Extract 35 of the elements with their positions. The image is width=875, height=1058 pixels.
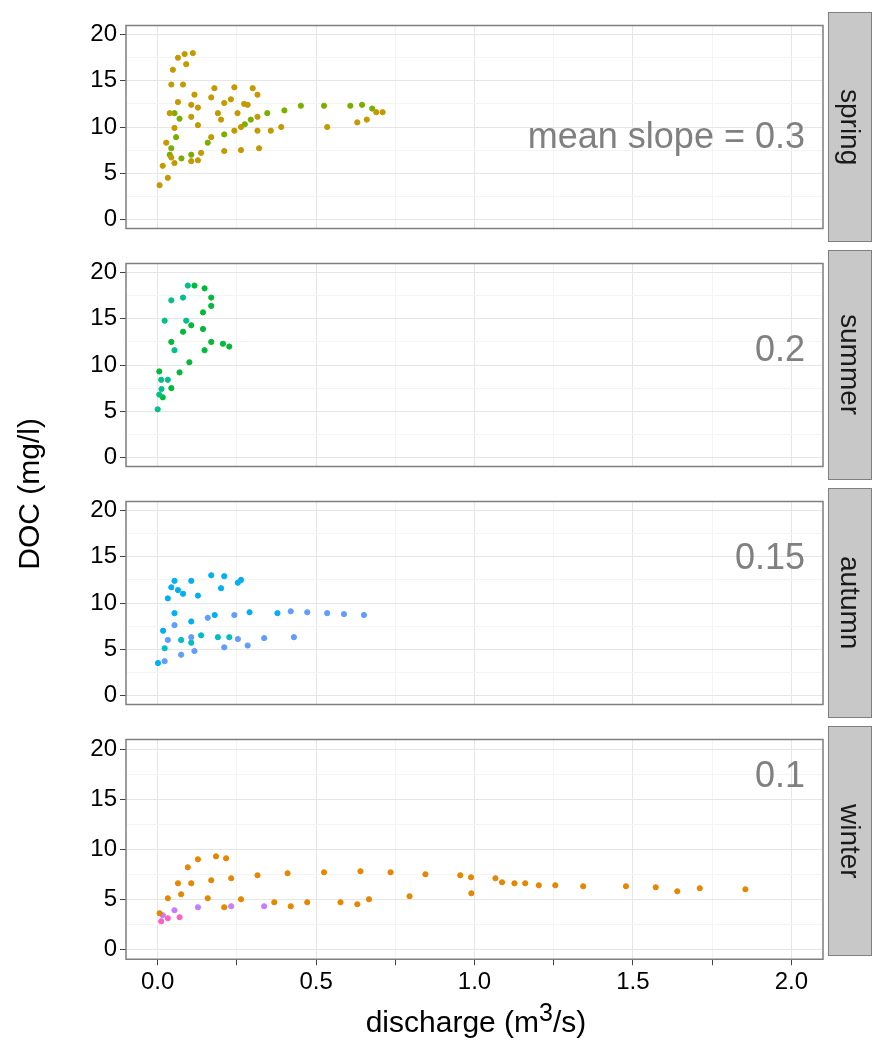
y-tick-label: 20 [90, 257, 117, 285]
text: winter [834, 803, 866, 879]
y-tick-label: 10 [90, 587, 117, 615]
y-tick-label: 10 [90, 111, 117, 139]
y-tick-label: 0 [103, 441, 117, 469]
y-tick-label: 5 [103, 157, 117, 185]
x-tick-label: 1.5 [616, 967, 650, 995]
y-tick-label: 10 [90, 833, 117, 861]
y-tick-label: 0 [103, 203, 117, 231]
y-tick-label: 15 [90, 783, 117, 811]
x-tick-label: 1.0 [457, 967, 492, 995]
annotation: mean slope = 0.3 [527, 115, 805, 157]
x-tick-label: 0.0 [140, 967, 175, 995]
y-tick-label: 5 [103, 395, 117, 423]
y-tick-label: 5 [103, 633, 117, 661]
text: autumn [834, 556, 866, 650]
y-tick-label: 10 [90, 349, 117, 377]
x-tick-label: 2.0 [774, 967, 809, 995]
y-tick-label: 20 [90, 495, 117, 523]
y-tick-label: 15 [90, 541, 117, 569]
y-tick-label: 0 [103, 933, 117, 961]
text: summer [834, 314, 866, 416]
annotation: 0.15 [734, 536, 805, 578]
annotation: 0.2 [754, 328, 805, 370]
annotation: 0.1 [754, 754, 805, 796]
y-tick-label: 5 [103, 883, 117, 911]
y-tick-label: 20 [90, 19, 117, 47]
y-tick-label: 0 [103, 679, 117, 707]
x-axis-title: discharge (m$^{3}$/s) [364, 998, 588, 1039]
x-tick-label: 0.5 [299, 967, 333, 995]
text: spring [834, 88, 866, 166]
y-tick-label: 15 [90, 303, 117, 331]
y-tick-label: 20 [90, 734, 117, 762]
y-tick-label: 15 [90, 65, 117, 93]
y-axis-title: DOC (mg/l) [12, 417, 46, 570]
